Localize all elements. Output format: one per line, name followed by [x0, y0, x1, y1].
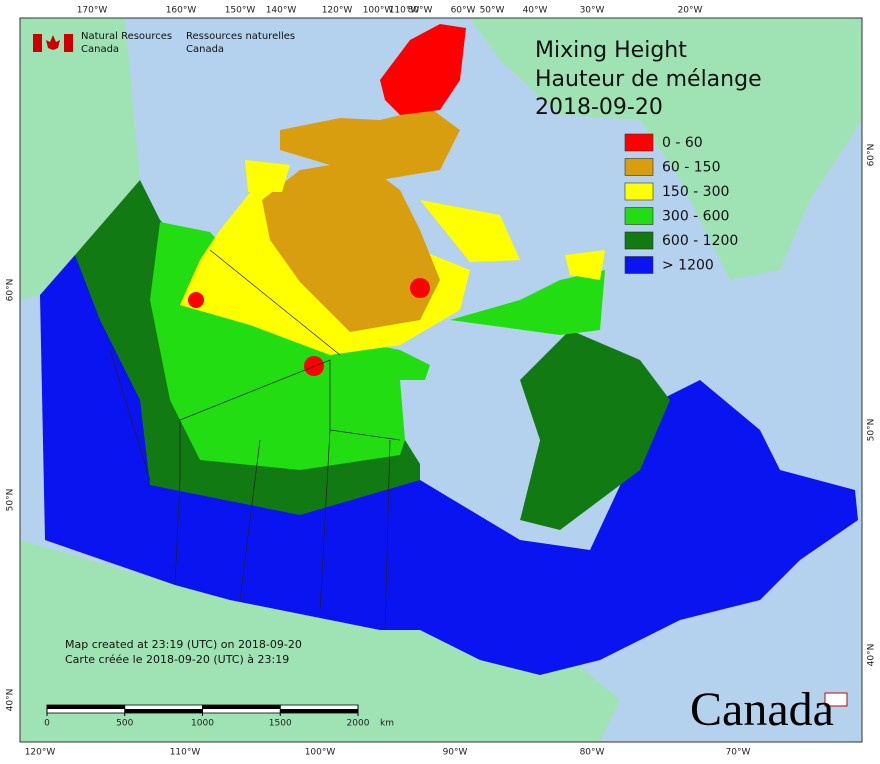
scale-segment	[124, 709, 203, 713]
legend-label: 150 - 300	[662, 184, 729, 200]
graticule-label: 120°W	[25, 748, 56, 758]
legend-swatch	[624, 231, 654, 250]
graticule-label: 100°W	[305, 748, 336, 758]
legend-label: 0 - 60	[662, 135, 703, 151]
greenland	[470, 18, 862, 280]
graticule-label: 60°W	[451, 6, 476, 16]
legend-label: 60 - 150	[662, 160, 721, 176]
zone	[410, 278, 430, 298]
usa	[20, 540, 620, 742]
graticule-label: 40°W	[523, 6, 548, 16]
graticule-label: 60°N	[6, 279, 16, 302]
title: Hauteur de mélange	[535, 67, 762, 92]
agency-fr: Ressources naturelles	[186, 31, 295, 42]
note: Map created at 23:19 (UTC) on 2018-09-20	[65, 638, 302, 651]
zone	[262, 160, 440, 332]
scale-label: 0	[44, 719, 50, 729]
zone	[245, 160, 290, 192]
scale-segment	[202, 705, 281, 709]
scale-label: 1500	[269, 719, 292, 729]
graticule-label: 80°W	[580, 748, 605, 758]
scale-segment	[280, 709, 358, 713]
agency-en: Canada	[81, 44, 119, 55]
agency-en: Natural Resources	[81, 31, 172, 42]
alaska	[20, 18, 140, 300]
title: Mixing Height	[535, 38, 687, 63]
hudson-bay	[400, 362, 540, 520]
note: Carte créée le 2018-09-20 (UTC) à 23:19	[65, 653, 289, 666]
legend-swatch	[624, 133, 654, 152]
graticule-label: 50°N	[867, 419, 877, 442]
graticule-label: 60°N	[867, 144, 877, 167]
graticule-label: 110°W	[170, 748, 201, 758]
graticule-label: 160°W	[166, 6, 197, 16]
graticule-label: 140°W	[266, 6, 297, 16]
graticule-label: 50°W	[480, 6, 505, 16]
graticule-label: 30°W	[580, 6, 605, 16]
graticule-label: 80°W	[408, 6, 433, 16]
frame	[19, 17, 863, 743]
zone	[280, 108, 460, 180]
wordmark-flag	[824, 692, 848, 707]
legend-label: > 1200	[662, 258, 714, 274]
title: 2018-09-20	[535, 95, 663, 120]
graticule-label: 100°W	[363, 6, 394, 16]
graticule-label: 40°N	[6, 689, 16, 712]
scale-label: 2000	[347, 719, 370, 729]
graticule-label: 110°W	[389, 6, 420, 16]
graticule-label: 170°W	[77, 6, 108, 16]
legend-swatch	[624, 158, 654, 176]
graticule-label: 20°W	[678, 6, 703, 16]
zone	[380, 24, 466, 115]
zone	[450, 270, 605, 335]
boundaries	[109, 249, 401, 631]
legend-swatch	[624, 182, 654, 201]
scale-segment	[47, 705, 125, 709]
graticule-label: 90°W	[443, 748, 468, 758]
zone	[565, 250, 605, 280]
zone	[304, 356, 324, 376]
legend-swatch	[624, 256, 654, 274]
zone	[40, 255, 858, 675]
legend-label: 300 - 600	[662, 209, 729, 225]
flag-bar	[33, 34, 42, 52]
graticule-label: 120°W	[322, 6, 353, 16]
wordmark: Canada	[690, 683, 834, 736]
legend-swatch	[624, 207, 654, 225]
graticule-label: 70°W	[726, 748, 751, 758]
flag-leaf	[46, 35, 60, 50]
scale-label: 1000	[191, 719, 214, 729]
scale-label: 500	[116, 719, 133, 729]
nrcan-logo	[33, 34, 73, 52]
agency-fr: Canada	[186, 44, 224, 55]
zone	[420, 200, 520, 262]
zone	[520, 330, 670, 530]
scale-unit: km	[380, 719, 394, 729]
graticule-label: 40°N	[867, 644, 877, 667]
flag-bar	[64, 34, 73, 52]
graticule-label: 150°W	[225, 6, 256, 16]
graticule-label: 50°N	[6, 489, 16, 512]
legend-label: 600 - 1200	[662, 233, 738, 249]
zone	[188, 292, 204, 308]
